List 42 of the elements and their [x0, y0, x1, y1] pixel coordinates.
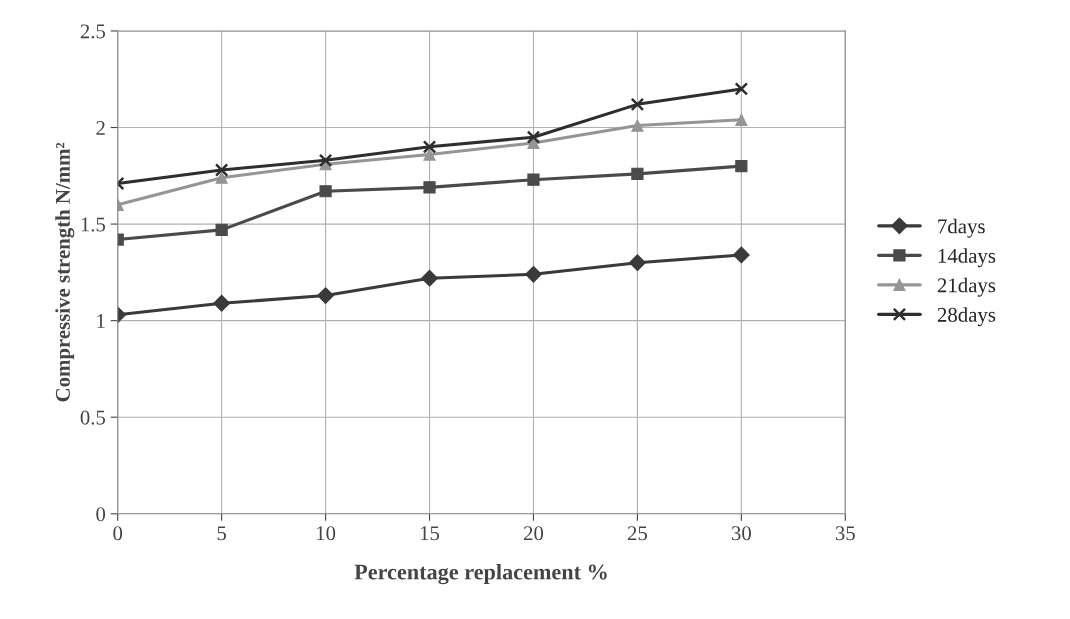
y-tick-label: 2.5: [80, 24, 106, 39]
y-tick-label: 1.5: [81, 217, 106, 232]
point: [423, 181, 436, 194]
point: [422, 140, 437, 154]
point: [525, 265, 542, 283]
point: [317, 287, 334, 304]
x-tick-label: 5: [217, 526, 227, 541]
point: [421, 269, 438, 287]
point: [630, 97, 645, 112]
point: [215, 171, 228, 184]
x-tick-label: 25: [627, 526, 648, 541]
point: [631, 119, 644, 132]
x-tick-label: 0: [113, 526, 123, 541]
y-tick-label: 2: [96, 120, 105, 135]
point: [213, 294, 231, 312]
legend-label: 14days: [938, 248, 996, 268]
point: [526, 130, 541, 144]
legend-label: 21days: [937, 277, 996, 297]
x-tick-label: 20: [523, 526, 544, 541]
x-tick-label: 30: [731, 526, 751, 541]
legend-label: 7days: [938, 218, 985, 238]
point: [735, 113, 748, 126]
point: [423, 148, 436, 161]
point: [732, 246, 750, 264]
point: [319, 185, 332, 198]
x-tick-label: 35: [835, 526, 855, 541]
legend-label: 28days: [937, 307, 996, 327]
y-tick-label: 0.5: [80, 410, 106, 425]
point: [215, 223, 228, 236]
point: [735, 160, 748, 173]
y-axis-title: Compressive strength N/mm²: [55, 142, 75, 402]
y-tick-label: 0: [96, 507, 106, 522]
x-axis-title: Percentage replacement %: [354, 563, 607, 585]
point: [631, 167, 644, 180]
point: [734, 82, 749, 96]
point: [629, 254, 646, 272]
x-tick-label: 15: [420, 526, 440, 541]
point: [527, 173, 540, 186]
y-tick-label: 1: [97, 314, 105, 328]
x-tick-label: 10: [317, 526, 336, 541]
point: [214, 163, 229, 177]
point: [318, 153, 333, 168]
